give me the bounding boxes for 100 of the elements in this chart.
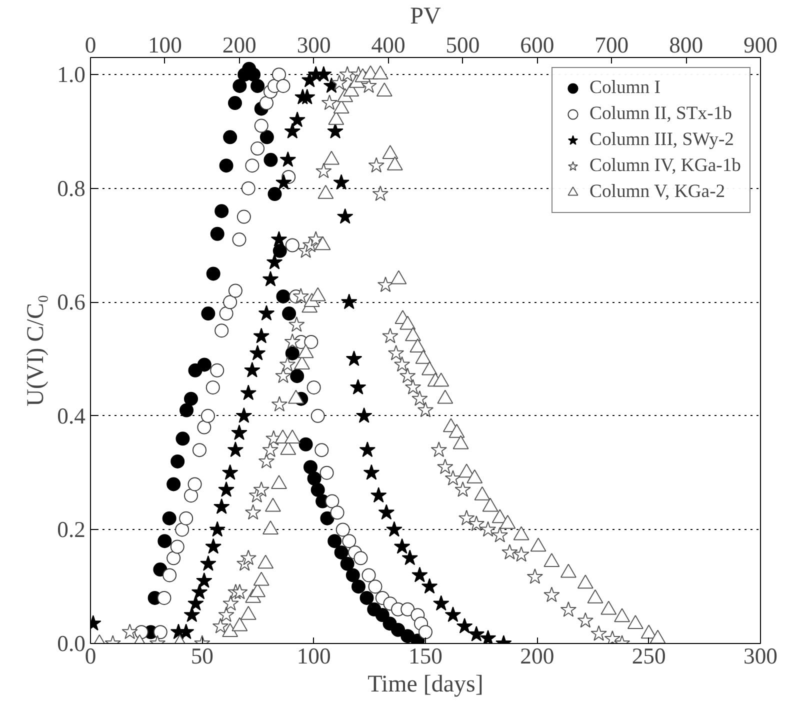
point: [458, 510, 475, 526]
point: [244, 362, 260, 378]
y-tick-label: 1.0: [57, 62, 86, 88]
point: [176, 432, 190, 446]
point: [285, 346, 300, 360]
point: [400, 602, 415, 616]
point: [316, 162, 332, 178]
point: [388, 344, 404, 360]
point: [340, 556, 354, 571]
point: [196, 572, 212, 588]
x-tick-label: 50: [190, 644, 214, 668]
point: [320, 466, 334, 480]
point: [264, 152, 278, 167]
point: [289, 112, 306, 128]
point: [222, 595, 239, 611]
point: [320, 511, 334, 526]
point: [166, 477, 181, 492]
point: [336, 208, 354, 224]
point: [370, 487, 387, 503]
point: [268, 187, 282, 202]
point: [325, 494, 340, 508]
point: [430, 442, 448, 458]
point: [306, 380, 321, 394]
point: [437, 458, 454, 474]
point: [282, 306, 296, 321]
y-tick-label: 0.8: [57, 176, 86, 201]
point: [279, 356, 296, 372]
point: [354, 551, 368, 566]
point: [400, 629, 415, 644]
point: [378, 504, 395, 520]
point: [330, 506, 344, 520]
point: [272, 68, 286, 82]
point: [299, 88, 316, 104]
point: [262, 270, 279, 286]
point: [341, 294, 358, 310]
point: [191, 584, 208, 600]
point: [240, 384, 257, 400]
y-axis-title: U(VI) C/C₀: [23, 294, 50, 406]
point: [342, 534, 356, 548]
point: [333, 174, 350, 190]
legend-label: Column IV, KGa-1b: [590, 155, 741, 177]
point: [241, 181, 256, 196]
point: [170, 540, 184, 554]
point: [270, 231, 288, 247]
point: [258, 452, 275, 468]
point: [577, 612, 594, 628]
point: [394, 538, 410, 554]
x2-tick-label: 400: [371, 32, 406, 58]
point: [227, 442, 244, 458]
point: [468, 626, 485, 642]
point: [206, 380, 220, 394]
point: [223, 130, 238, 144]
x-axis-title: Time [days]: [368, 672, 484, 698]
point: [162, 568, 177, 582]
point: [175, 522, 190, 537]
x2-tick-label: 200: [222, 32, 256, 58]
point: [184, 392, 198, 406]
point: [162, 511, 176, 526]
x2-tick-label: 600: [520, 32, 554, 58]
point: [212, 618, 229, 634]
point: [170, 454, 185, 468]
point: [560, 601, 577, 617]
x-tick-label: 300: [744, 644, 778, 668]
point: [271, 396, 288, 412]
point: [328, 534, 342, 548]
point: [346, 568, 360, 582]
point: [502, 544, 518, 560]
point: [254, 118, 268, 133]
point: [180, 403, 194, 418]
point: [377, 276, 394, 292]
legend-label: Column I: [590, 77, 660, 99]
point: [480, 521, 496, 537]
point: [513, 546, 530, 562]
y-tick-label: 0.4: [57, 403, 86, 428]
point: [288, 316, 305, 332]
point: [245, 158, 260, 173]
point: [307, 472, 322, 486]
point: [197, 420, 212, 434]
point: [375, 608, 390, 622]
point: [285, 238, 300, 252]
point: [444, 606, 462, 622]
point: [158, 534, 172, 548]
point: [260, 130, 274, 144]
point: [232, 78, 247, 93]
point: [240, 550, 257, 566]
legend-label: Column II, STx-1b: [590, 103, 732, 125]
point: [433, 595, 450, 611]
point: [192, 443, 206, 458]
x2-tick-label: 0: [84, 32, 96, 58]
point: [321, 94, 338, 110]
point: [314, 443, 329, 458]
point: [418, 625, 432, 640]
point: [290, 369, 304, 384]
x2-tick-label: 700: [594, 32, 629, 58]
point: [382, 328, 398, 344]
point: [421, 578, 438, 594]
point: [362, 568, 376, 582]
legend-label: Column V, KGa-2: [590, 181, 726, 203]
point: [218, 606, 234, 622]
point: [360, 591, 374, 605]
